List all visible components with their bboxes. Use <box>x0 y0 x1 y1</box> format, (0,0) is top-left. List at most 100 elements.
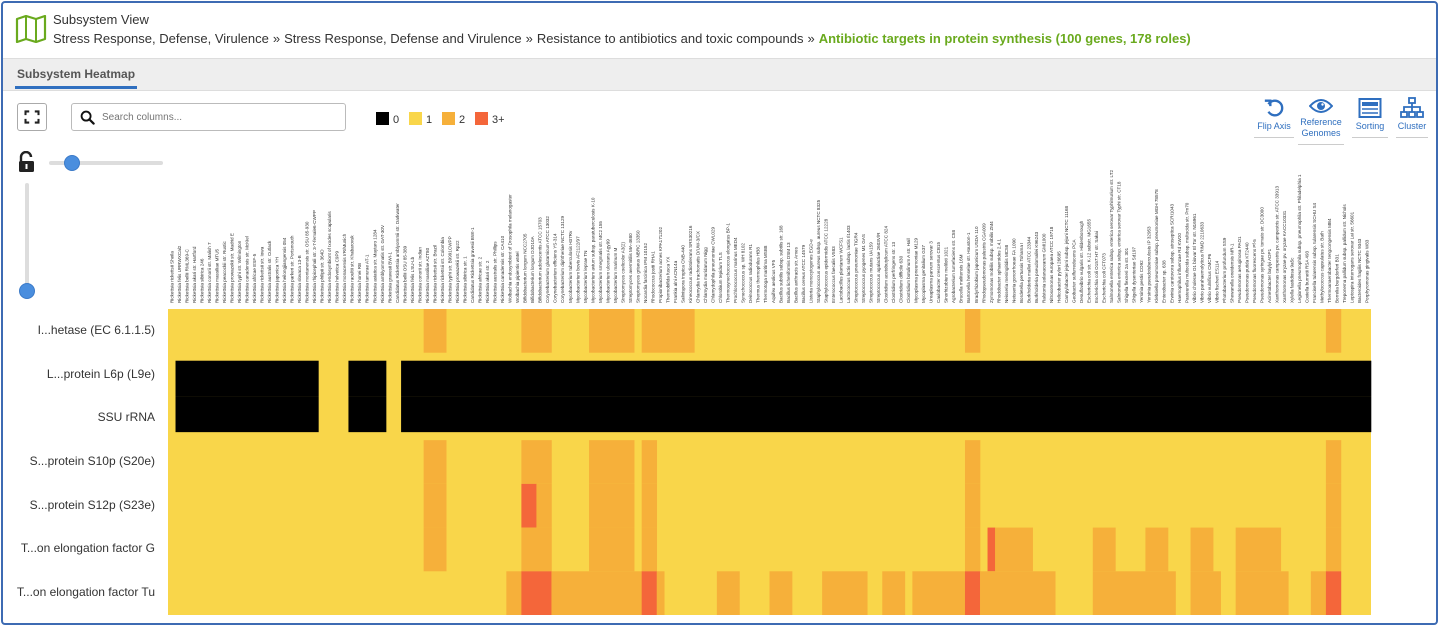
fullscreen-button[interactable] <box>17 103 47 131</box>
column-label[interactable]: Rickettsia typhi str. B9991CWPP <box>447 236 452 303</box>
heatmap-cell[interactable] <box>521 483 537 528</box>
heatmap-cell[interactable] <box>1310 571 1327 615</box>
column-label[interactable]: Staphylococcus epidermidis ATCC 12228 <box>823 218 828 303</box>
column-label[interactable]: Bacillus cereus ATCC 14579 <box>801 244 806 303</box>
column-label[interactable]: Lactococcus lactis subsp. lactis Il1403 <box>846 225 851 303</box>
column-label[interactable]: Rickettsia rickettsii Sheila <box>169 251 174 303</box>
column-label[interactable]: Pasteurella multocida subsp. multocida s… <box>1184 202 1189 303</box>
column-label[interactable]: Corynebacterium diphtheriae NCTC 13129 <box>560 215 565 303</box>
column-label[interactable]: Corynebacterium glutamicum ATCC 13032 <box>545 216 550 303</box>
heatmap-cell[interactable] <box>521 309 552 353</box>
column-label[interactable]: Rickettsia montanensis str. OSU 85-930 <box>305 221 310 303</box>
heatmap-cell[interactable] <box>1190 527 1214 572</box>
column-label[interactable]: Rickettsia typhi str. Wilmington <box>237 240 242 303</box>
column-zoom-slider[interactable] <box>49 155 163 171</box>
heatmap-cell[interactable] <box>401 396 1372 433</box>
search-columns-input[interactable] <box>102 108 332 126</box>
column-label[interactable]: Xanthomonas campestris pv. campestris st… <box>1275 186 1280 303</box>
column-label[interactable]: Bordetella pertussis Tohama I <box>1019 243 1024 303</box>
column-label[interactable]: Listeria monocytogenes EGD-e <box>808 239 813 303</box>
column-label[interactable]: Rickettsia heilongjiangensis 054 <box>282 237 287 303</box>
column-label[interactable]: Thermoanaerobacter tengcongensis MB4 <box>1327 218 1332 303</box>
heatmap-cell[interactable] <box>1325 440 1342 484</box>
column-label[interactable]: Streptomyces griseus NBRC 13350 <box>635 230 640 303</box>
column-label[interactable]: Rickettsia bellii OSU 85-389 <box>402 245 407 303</box>
column-label[interactable]: Rickettsia akari str. 2 <box>485 260 490 303</box>
heatmap-cell[interactable] <box>423 309 447 353</box>
heatmap-cell[interactable] <box>964 527 981 572</box>
column-label[interactable]: Francisella tularensis subsp. tularensis… <box>1312 202 1317 303</box>
column-label[interactable]: Streptococcus pyogenes M1 GAS <box>861 234 866 303</box>
column-label[interactable]: Bifidobacterium longum DJO10A <box>530 235 535 303</box>
column-label[interactable]: Bartonella henselae str. Houston-1 <box>966 232 971 303</box>
column-label[interactable]: Escherichia coli CFT073 <box>1102 253 1107 303</box>
tab-subsystem-heatmap[interactable]: Subsystem Heatmap <box>15 67 138 89</box>
column-label[interactable]: Clostridium botulinum A str. Hall <box>906 238 911 303</box>
cluster-button[interactable]: Cluster <box>1396 97 1428 138</box>
column-label[interactable]: Geobacter sulfurreducens PCA <box>1072 238 1077 303</box>
column-label[interactable]: Corynebacterium efficiens YS-314 <box>553 233 558 303</box>
column-label[interactable]: Porphyromonas gingivalis W83 <box>1365 239 1370 303</box>
breadcrumb-item[interactable]: Resistance to antibiotics and toxic comp… <box>536 31 804 46</box>
column-label[interactable]: Legionella pneumophila subsp. pneumophil… <box>1297 174 1302 303</box>
column-label[interactable]: Wolbachia pipientis wMel <box>515 252 520 304</box>
column-label[interactable]: Xanthomonas oryzae pv. oryzae KACC10331 <box>1282 210 1287 303</box>
column-label[interactable]: Bifidobacterium longum NCC2705 <box>523 233 528 303</box>
column-label[interactable]: Lactobacillus plantarum WCFS1 <box>838 237 843 303</box>
column-label[interactable]: Mycobacterium leprae TN <box>583 250 588 303</box>
column-label[interactable]: Yersinia pestis CO92 <box>1139 260 1144 303</box>
column-label[interactable]: Rhodopseudomonas palustris CGA009 <box>981 223 986 303</box>
column-label[interactable]: Mycobacterium smegmatis str. MC2 155 <box>598 221 603 303</box>
row-label[interactable]: S...protein S12p (S23e) <box>29 497 155 512</box>
column-label[interactable]: Kineococcus radiotolerans SRS30216 <box>688 225 693 303</box>
row-label[interactable]: T...on elongation factor G <box>20 541 155 556</box>
column-label[interactable]: Zymomonas mobilis subsp. mobilis ZM4 <box>989 221 994 303</box>
column-label[interactable]: Rickettsia sibirica 246 <box>199 258 204 303</box>
column-label[interactable]: Rickettsia slovaca 13-B <box>297 255 302 303</box>
heatmap-cell[interactable] <box>401 360 1372 397</box>
column-label[interactable]: Rickettsia asiatica str. Maytaro 1284 <box>372 229 377 303</box>
column-label[interactable]: Chlamydia trachomatis D/UW-3/CX <box>696 231 701 303</box>
column-label[interactable]: Agrobacterium tumefaciens str. C58 <box>951 230 956 303</box>
column-label[interactable]: Rickettsia philipii str. 364D <box>320 249 325 303</box>
column-label[interactable]: Thermobifida fusca YX <box>665 257 670 303</box>
column-label[interactable]: Bacillus anthracis str. Ames <box>793 246 798 303</box>
column-label[interactable]: Campylobacter jejuni subsp. jejuni NCTC … <box>1064 205 1069 303</box>
heatmap-cell[interactable] <box>964 483 981 528</box>
column-label[interactable]: Rickettsia peacockii str. Rustic <box>222 241 227 303</box>
column-label[interactable]: Sinorhizobium meliloti 1021 <box>944 246 949 303</box>
heatmap-cell[interactable] <box>589 527 635 572</box>
column-label[interactable]: Helicobacter pylori 26695 <box>1056 251 1061 303</box>
column-label[interactable]: Candidatus Rickettsia gravesii BWI-1 <box>470 227 475 303</box>
heatmap-cell[interactable] <box>964 440 981 484</box>
heatmap-cell[interactable] <box>716 571 740 615</box>
heatmap-cell[interactable] <box>175 360 319 397</box>
row-label[interactable]: S...protein S10p (S20e) <box>29 454 155 468</box>
column-label[interactable]: Salmonella enterica subsp. enterica sero… <box>1109 169 1114 303</box>
column-label[interactable]: Rickettsia conorii str. Indian <box>417 247 422 303</box>
heatmap-cell[interactable] <box>175 396 319 433</box>
heatmap-cell[interactable] <box>551 571 642 615</box>
column-label[interactable]: Rickettsia parkeri str. Portsmouth <box>290 235 295 303</box>
heatmap-cell[interactable] <box>506 571 522 615</box>
heatmap-cell[interactable] <box>1092 527 1116 572</box>
column-label[interactable]: Aquifex aeolicus VF5 <box>771 259 776 303</box>
column-label[interactable]: Rickettsia gravesii BWI-1 <box>387 252 392 303</box>
heatmap-cell[interactable] <box>1325 527 1342 572</box>
column-label[interactable]: Rickettsia africae str. 2 <box>478 256 483 303</box>
sorting-button[interactable]: Sorting <box>1352 97 1388 138</box>
column-label[interactable]: Rhodococcus jostii RHA1 <box>650 251 655 303</box>
column-label[interactable]: Chlamydophila pneumoniae CWL029 <box>711 226 716 303</box>
row-zoom-handle[interactable] <box>19 283 35 299</box>
flip-axis-button[interactable]: Flip Axis <box>1254 97 1294 138</box>
heatmap-cell[interactable] <box>656 571 665 615</box>
column-label[interactable]: Rickettsia bellii RML369-C <box>184 248 189 303</box>
column-label[interactable]: Enterococcus faecalis V583 <box>831 246 836 303</box>
column-label[interactable]: Rickettsia prowazekii str. Rp22 <box>455 240 460 303</box>
column-label[interactable]: Clostridium acetobutylicum ATCC 824 <box>884 226 889 303</box>
column-label[interactable]: Rickettsia prowazekii str. Madrid E <box>229 233 234 303</box>
column-label[interactable]: Rickettsia felis URRWXCal2 <box>177 245 182 303</box>
heatmap-cell[interactable] <box>589 440 635 484</box>
column-label[interactable]: Rickettsia raoultii str. Khabarovsk <box>350 235 355 303</box>
column-label[interactable]: Brucella melitensis 16M <box>959 254 964 303</box>
